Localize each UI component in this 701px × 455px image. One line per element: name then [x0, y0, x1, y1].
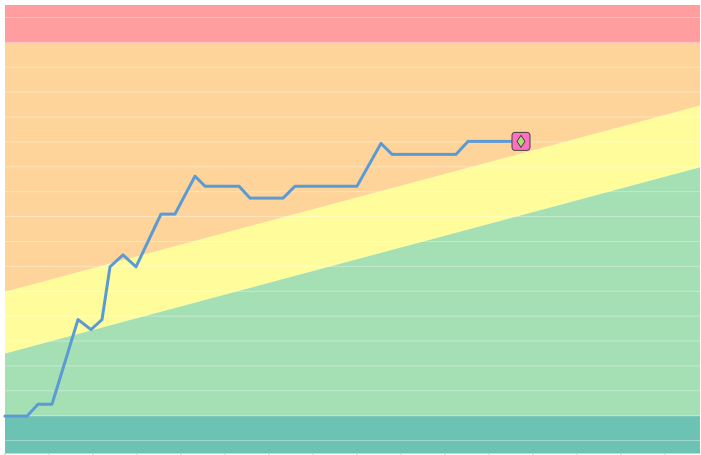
gridlines — [5, 16, 700, 442]
band-4 — [5, 42, 700, 292]
band-5 — [5, 5, 700, 43]
series-layer — [3, 139, 523, 418]
marker-diamond — [516, 134, 526, 149]
zone-bands — [5, 5, 700, 453]
band-3 — [5, 105, 700, 354]
end-marker — [511, 131, 531, 151]
band-2 — [5, 167, 700, 417]
series-line-0 — [3, 139, 523, 418]
band-1 — [5, 416, 700, 453]
